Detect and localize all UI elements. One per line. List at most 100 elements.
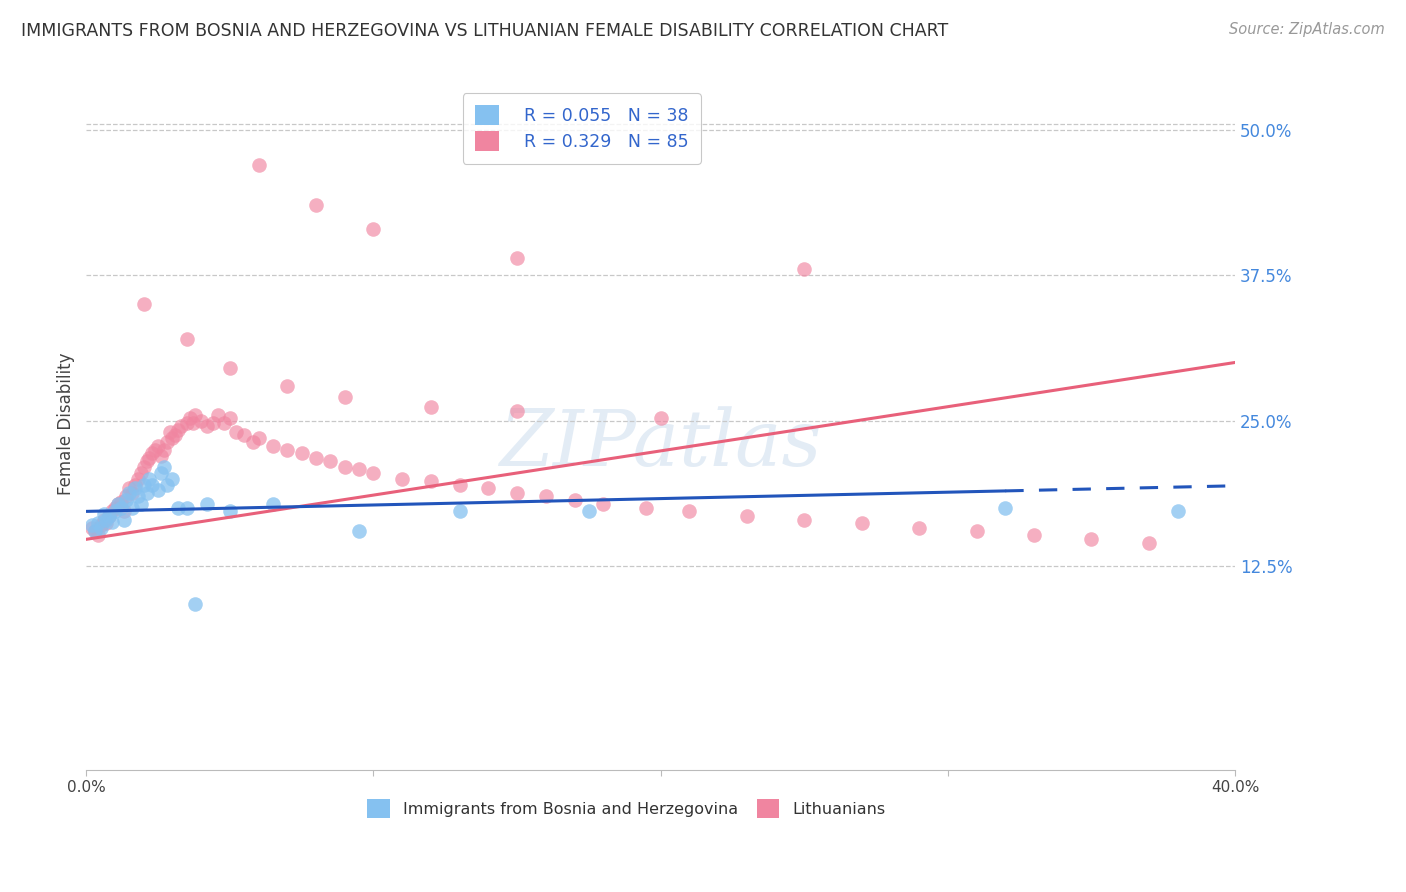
Point bbox=[333, 460, 356, 475]
Point bbox=[242, 434, 264, 449]
Point bbox=[146, 483, 169, 498]
Point bbox=[98, 509, 121, 524]
Point bbox=[347, 462, 370, 476]
Text: IMMIGRANTS FROM BOSNIA AND HERZEGOVINA VS LITHUANIAN FEMALE DISABILITY CORRELATI: IMMIGRANTS FROM BOSNIA AND HERZEGOVINA V… bbox=[21, 22, 948, 40]
Point bbox=[104, 504, 127, 518]
Point bbox=[110, 500, 132, 515]
Point bbox=[291, 446, 314, 460]
Point bbox=[419, 400, 441, 414]
Point bbox=[112, 512, 135, 526]
Point bbox=[80, 521, 103, 535]
Point bbox=[146, 439, 169, 453]
Point bbox=[534, 489, 557, 503]
Text: Source: ZipAtlas.com: Source: ZipAtlas.com bbox=[1229, 22, 1385, 37]
Point bbox=[851, 516, 873, 530]
Point bbox=[118, 481, 141, 495]
Point bbox=[219, 504, 242, 518]
Point bbox=[132, 297, 155, 311]
Point bbox=[363, 221, 385, 235]
Point bbox=[195, 419, 218, 434]
Point bbox=[107, 497, 129, 511]
Point bbox=[793, 262, 815, 277]
Point bbox=[149, 466, 172, 480]
Point bbox=[212, 416, 235, 430]
Point bbox=[1022, 527, 1045, 541]
Text: ZIPatlas: ZIPatlas bbox=[499, 406, 823, 483]
Point bbox=[124, 477, 146, 491]
Point bbox=[207, 408, 229, 422]
Point bbox=[477, 481, 499, 495]
Point bbox=[1167, 504, 1189, 518]
Point bbox=[305, 450, 328, 465]
Point bbox=[219, 361, 242, 376]
Point bbox=[449, 477, 471, 491]
Point bbox=[190, 414, 212, 428]
Point bbox=[391, 472, 413, 486]
Point bbox=[129, 497, 152, 511]
Point bbox=[141, 446, 163, 460]
Point bbox=[793, 512, 815, 526]
Point bbox=[93, 512, 115, 526]
Point bbox=[636, 500, 658, 515]
Point bbox=[84, 524, 107, 538]
Legend: Immigrants from Bosnia and Herzegovina, Lithuanians: Immigrants from Bosnia and Herzegovina, … bbox=[361, 793, 891, 824]
Point bbox=[124, 481, 146, 495]
Point bbox=[167, 500, 190, 515]
Point bbox=[129, 466, 152, 480]
Point bbox=[319, 454, 342, 468]
Point bbox=[153, 460, 176, 475]
Point bbox=[262, 439, 284, 453]
Point bbox=[908, 521, 931, 535]
Point bbox=[96, 512, 118, 526]
Point bbox=[195, 497, 218, 511]
Point bbox=[135, 485, 157, 500]
Point bbox=[225, 425, 247, 440]
Point bbox=[156, 434, 179, 449]
Point bbox=[176, 332, 198, 346]
Point bbox=[363, 466, 385, 480]
Point bbox=[247, 431, 270, 445]
Point bbox=[419, 474, 441, 488]
Point bbox=[159, 425, 181, 440]
Point bbox=[564, 492, 586, 507]
Point bbox=[276, 442, 298, 457]
Point bbox=[132, 477, 155, 491]
Point bbox=[132, 460, 155, 475]
Point bbox=[104, 500, 127, 515]
Point bbox=[167, 423, 190, 437]
Point bbox=[333, 390, 356, 404]
Point bbox=[162, 431, 184, 445]
Point bbox=[176, 416, 198, 430]
Point bbox=[184, 408, 207, 422]
Point bbox=[1137, 536, 1160, 550]
Point bbox=[143, 442, 166, 457]
Point bbox=[578, 504, 600, 518]
Point bbox=[118, 485, 141, 500]
Point bbox=[506, 485, 529, 500]
Point bbox=[176, 500, 198, 515]
Point bbox=[138, 472, 160, 486]
Point bbox=[90, 518, 112, 533]
Point bbox=[127, 489, 149, 503]
Point bbox=[153, 442, 176, 457]
Point bbox=[219, 411, 242, 425]
Point bbox=[87, 527, 110, 541]
Point bbox=[165, 427, 187, 442]
Point bbox=[115, 492, 138, 507]
Point bbox=[135, 454, 157, 468]
Point bbox=[101, 515, 124, 529]
Point bbox=[347, 524, 370, 538]
Point bbox=[592, 497, 614, 511]
Point bbox=[184, 598, 207, 612]
Point bbox=[156, 477, 179, 491]
Point bbox=[121, 500, 143, 515]
Point bbox=[110, 495, 132, 509]
Point bbox=[141, 477, 163, 491]
Point bbox=[121, 485, 143, 500]
Point bbox=[87, 516, 110, 530]
Point bbox=[112, 504, 135, 518]
Point bbox=[149, 449, 172, 463]
Y-axis label: Female Disability: Female Disability bbox=[58, 352, 75, 495]
Point bbox=[98, 509, 121, 524]
Point bbox=[181, 416, 204, 430]
